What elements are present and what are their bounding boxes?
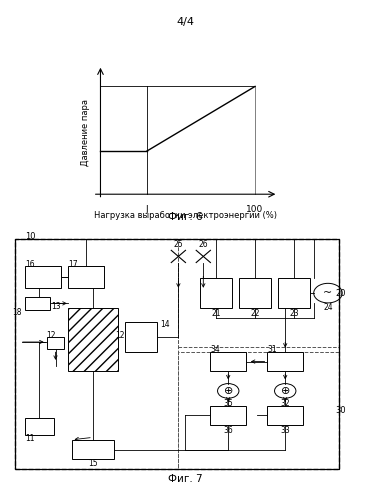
Text: 16: 16 [25, 260, 35, 269]
Y-axis label: Давление пара: Давление пара [81, 99, 90, 166]
Bar [125, 322, 157, 352]
Bar [178, 240, 339, 347]
Text: 23: 23 [289, 309, 299, 318]
Text: 15: 15 [88, 459, 98, 468]
Text: 31: 31 [267, 345, 277, 354]
Text: 18: 18 [12, 308, 22, 317]
Text: 17: 17 [68, 260, 78, 269]
Bar [47, 337, 65, 349]
Bar [14, 240, 178, 469]
Text: 32: 32 [280, 399, 290, 408]
Bar [178, 352, 339, 469]
Bar [68, 266, 104, 288]
Text: 12: 12 [115, 331, 125, 340]
Text: J: J [145, 205, 148, 214]
Bar [267, 352, 303, 371]
Bar [25, 418, 54, 435]
Text: 10: 10 [25, 233, 36, 242]
Text: 100: 100 [246, 205, 264, 214]
Bar [267, 406, 303, 425]
Bar [239, 278, 271, 308]
Bar [25, 297, 50, 310]
Text: 30: 30 [335, 406, 346, 415]
Text: 13: 13 [51, 302, 61, 311]
Text: 24: 24 [323, 303, 333, 312]
X-axis label: Нагрузка выработки электроэнергии (%): Нагрузка выработки электроэнергии (%) [94, 211, 277, 220]
Text: 4/4: 4/4 [177, 17, 194, 27]
Text: 20: 20 [335, 288, 346, 297]
Text: ⊕: ⊕ [224, 386, 233, 396]
Text: ~: ~ [324, 288, 332, 298]
Text: Фиг. 7: Фиг. 7 [168, 474, 203, 484]
Text: 25: 25 [174, 240, 183, 249]
Text: 22: 22 [250, 309, 260, 318]
Bar [25, 266, 61, 288]
Bar [210, 406, 246, 425]
Text: 12: 12 [47, 331, 56, 340]
Text: 35: 35 [223, 399, 233, 408]
Text: 11: 11 [25, 434, 35, 443]
Text: 14: 14 [161, 320, 170, 329]
Bar [72, 440, 114, 460]
Text: Фиг. 6: Фиг. 6 [168, 212, 203, 222]
Text: 26: 26 [198, 240, 208, 249]
Text: ⊕: ⊕ [280, 386, 290, 396]
Text: 34: 34 [210, 345, 220, 354]
Bar [210, 352, 246, 371]
Bar [278, 278, 310, 308]
Bar [200, 278, 232, 308]
Text: 36: 36 [223, 426, 233, 435]
Text: 21: 21 [211, 309, 220, 318]
Bar [68, 308, 118, 371]
Text: 33: 33 [280, 426, 290, 435]
